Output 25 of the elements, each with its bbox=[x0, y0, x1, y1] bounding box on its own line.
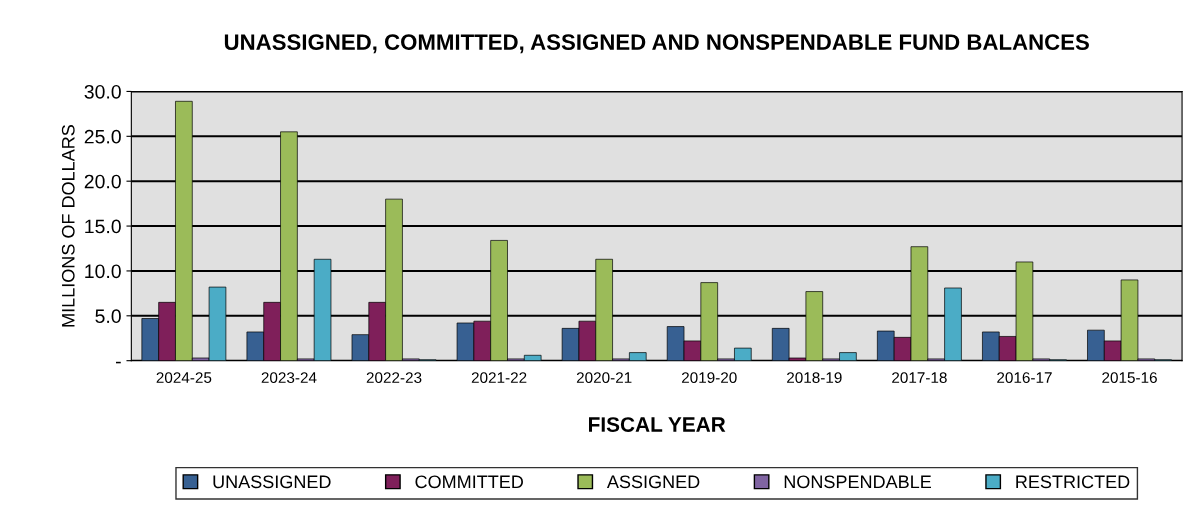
y-tick-label: 25.0 bbox=[84, 129, 121, 144]
y-tick-label: - bbox=[116, 361, 121, 364]
y-tick-label: 10.0 bbox=[85, 264, 121, 279]
legend-label: RESTRICTED bbox=[1016, 475, 1130, 489]
y-tick-label: 5.0 bbox=[95, 309, 121, 324]
y-tick-label: 20.0 bbox=[84, 174, 121, 189]
x-tick-label: 2024-25 bbox=[156, 372, 212, 384]
legend-label: NONSPENDABLE bbox=[784, 475, 931, 489]
chart-title: UNASSIGNED, COMMITTED, ASSIGNED AND NONSPENDABLE FUND BALANCES bbox=[224, 34, 1089, 54]
x-tick-label: 2017-18 bbox=[892, 372, 947, 384]
x-tick-label: 2021-22 bbox=[471, 372, 527, 384]
x-tick-label: 2018-19 bbox=[787, 372, 842, 384]
x-tick-label: 2019-20 bbox=[681, 372, 737, 384]
legend-label: COMMITTED bbox=[415, 475, 523, 489]
legend-label: ASSIGNED bbox=[606, 475, 700, 489]
legend-label: UNASSIGNED bbox=[213, 475, 331, 489]
x-axis-title: FISCAL YEAR bbox=[589, 417, 726, 432]
x-tick-label: 2015-16 bbox=[1102, 372, 1157, 384]
x-tick-label: 2023-24 bbox=[261, 372, 317, 384]
y-tick-label: 15.0 bbox=[85, 219, 121, 234]
y-axis-title: MILLIONS OF DOLLARS bbox=[61, 125, 75, 327]
x-tick-label: 2022-23 bbox=[366, 372, 422, 384]
y-tick-label: 30.0 bbox=[84, 84, 121, 99]
x-tick-label: 2016-17 bbox=[997, 372, 1052, 384]
x-tick-label: 2020-21 bbox=[576, 372, 632, 384]
